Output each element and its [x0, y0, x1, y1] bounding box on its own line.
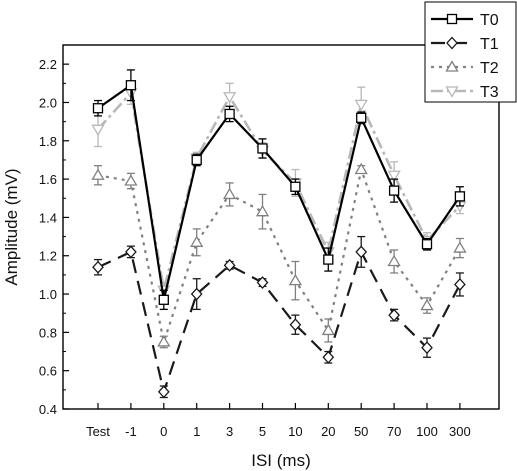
legend-entry-t3: T3 [431, 84, 499, 101]
data-point-t2 [190, 235, 204, 247]
data-point-t0 [191, 154, 202, 166]
data-point-t0 [125, 80, 137, 91]
x-tick-label: 70 [387, 424, 401, 439]
data-point-t1 [256, 276, 269, 290]
data-point-t3 [354, 99, 368, 112]
y-tick-label: 0.6 [39, 364, 57, 379]
data-point-t1 [421, 341, 433, 355]
data-point-t1 [454, 278, 466, 291]
data-point-t0 [421, 239, 433, 250]
x-tick-label: 50 [354, 424, 368, 439]
x-tick-label: 1 [193, 424, 200, 439]
data-point-t0 [356, 112, 367, 123]
data-point-t2 [453, 241, 467, 253]
series-t0 [92, 69, 466, 311]
x-tick-label: 20 [321, 424, 335, 439]
data-point-t2 [222, 187, 237, 200]
data-point-t2 [387, 254, 401, 267]
data-point-t0 [454, 191, 466, 202]
data-point-t1 [355, 245, 368, 259]
y-tick-label: 2.0 [39, 95, 57, 110]
series-line-t0 [97, 84, 461, 301]
data-point-t2 [420, 298, 434, 311]
legend-marker [446, 36, 458, 50]
legend-entry-t1: T1 [431, 36, 499, 53]
series-t1 [92, 235, 466, 399]
x-tick-label: 0 [160, 424, 167, 439]
legend-entry-t2: T2 [431, 60, 499, 77]
data-point-t1 [125, 245, 137, 259]
series-t3 [91, 80, 467, 299]
legend-marker [445, 86, 459, 98]
data-point-t1 [157, 385, 170, 399]
legend-label: T3 [480, 84, 499, 101]
data-point-t3 [222, 92, 237, 104]
y-tick-label: 1.8 [39, 134, 57, 149]
data-point-t0 [388, 185, 400, 196]
y-tick-label: 1.0 [39, 287, 57, 302]
data-point-t0 [257, 143, 268, 154]
data-point-t2 [321, 323, 335, 336]
x-axis: Test -1 0 1 3 5 10 20 50 70 100 300 [86, 403, 471, 439]
data-point-t0 [92, 103, 104, 114]
y-tick-label: 0.8 [39, 325, 57, 340]
legend-entry-t0: T0 [431, 12, 499, 29]
series-layer [91, 69, 467, 399]
data-point-t1 [92, 260, 104, 274]
y-tick-label: 1.6 [39, 172, 57, 187]
data-point-t0 [224, 108, 235, 120]
x-tick-label: 10 [288, 424, 302, 439]
data-point-t3 [387, 170, 401, 183]
y-tick-label: 1.2 [39, 249, 57, 264]
legend-marker [446, 13, 458, 25]
data-point-t0 [290, 181, 301, 192]
x-tick-label: 100 [416, 424, 438, 439]
legend-label: T2 [480, 60, 499, 77]
data-point-t2 [91, 168, 105, 180]
x-tick-label: 5 [259, 424, 266, 439]
data-point-t2 [354, 162, 368, 175]
x-tick-label: 300 [449, 424, 471, 439]
data-point-t1 [322, 350, 335, 364]
data-point-t1 [190, 287, 203, 301]
x-tick-label: -1 [125, 424, 137, 439]
legend-box [424, 1, 517, 103]
data-point-t2 [124, 174, 138, 186]
x-tick-label: Test [86, 424, 110, 439]
data-point-t1 [289, 318, 302, 332]
data-point-t2 [157, 335, 171, 347]
legend-marker [445, 60, 459, 72]
plot-frame [62, 44, 500, 410]
y-axis: 0.4 0.6 0.8 1.0 1.2 1.4 1.6 1.8 2.0 2.2 [39, 57, 69, 417]
series-line-t3 [97, 91, 461, 292]
data-point-t3 [91, 124, 105, 137]
legend-label: T0 [480, 12, 499, 29]
data-point-t1 [388, 308, 400, 322]
series-line-t1 [97, 250, 461, 393]
y-axis-title: Amplitude (mV) [2, 168, 21, 285]
series-t2 [91, 162, 467, 349]
series-line-t2 [97, 168, 461, 344]
data-point-t1 [223, 258, 236, 272]
x-axis-title: ISI (ms) [251, 451, 311, 470]
x-tick-label: 3 [226, 424, 233, 439]
data-point-t0 [158, 294, 169, 305]
y-tick-label: 2.2 [39, 57, 57, 72]
y-tick-label: 1.4 [39, 210, 57, 225]
data-point-t2 [288, 273, 303, 286]
data-point-t0 [323, 254, 334, 265]
data-point-t2 [255, 204, 270, 217]
y-tick-label: 0.4 [39, 402, 57, 417]
legend: T0 T1 T2 T3 [424, 1, 517, 103]
legend-label: T1 [480, 36, 499, 53]
